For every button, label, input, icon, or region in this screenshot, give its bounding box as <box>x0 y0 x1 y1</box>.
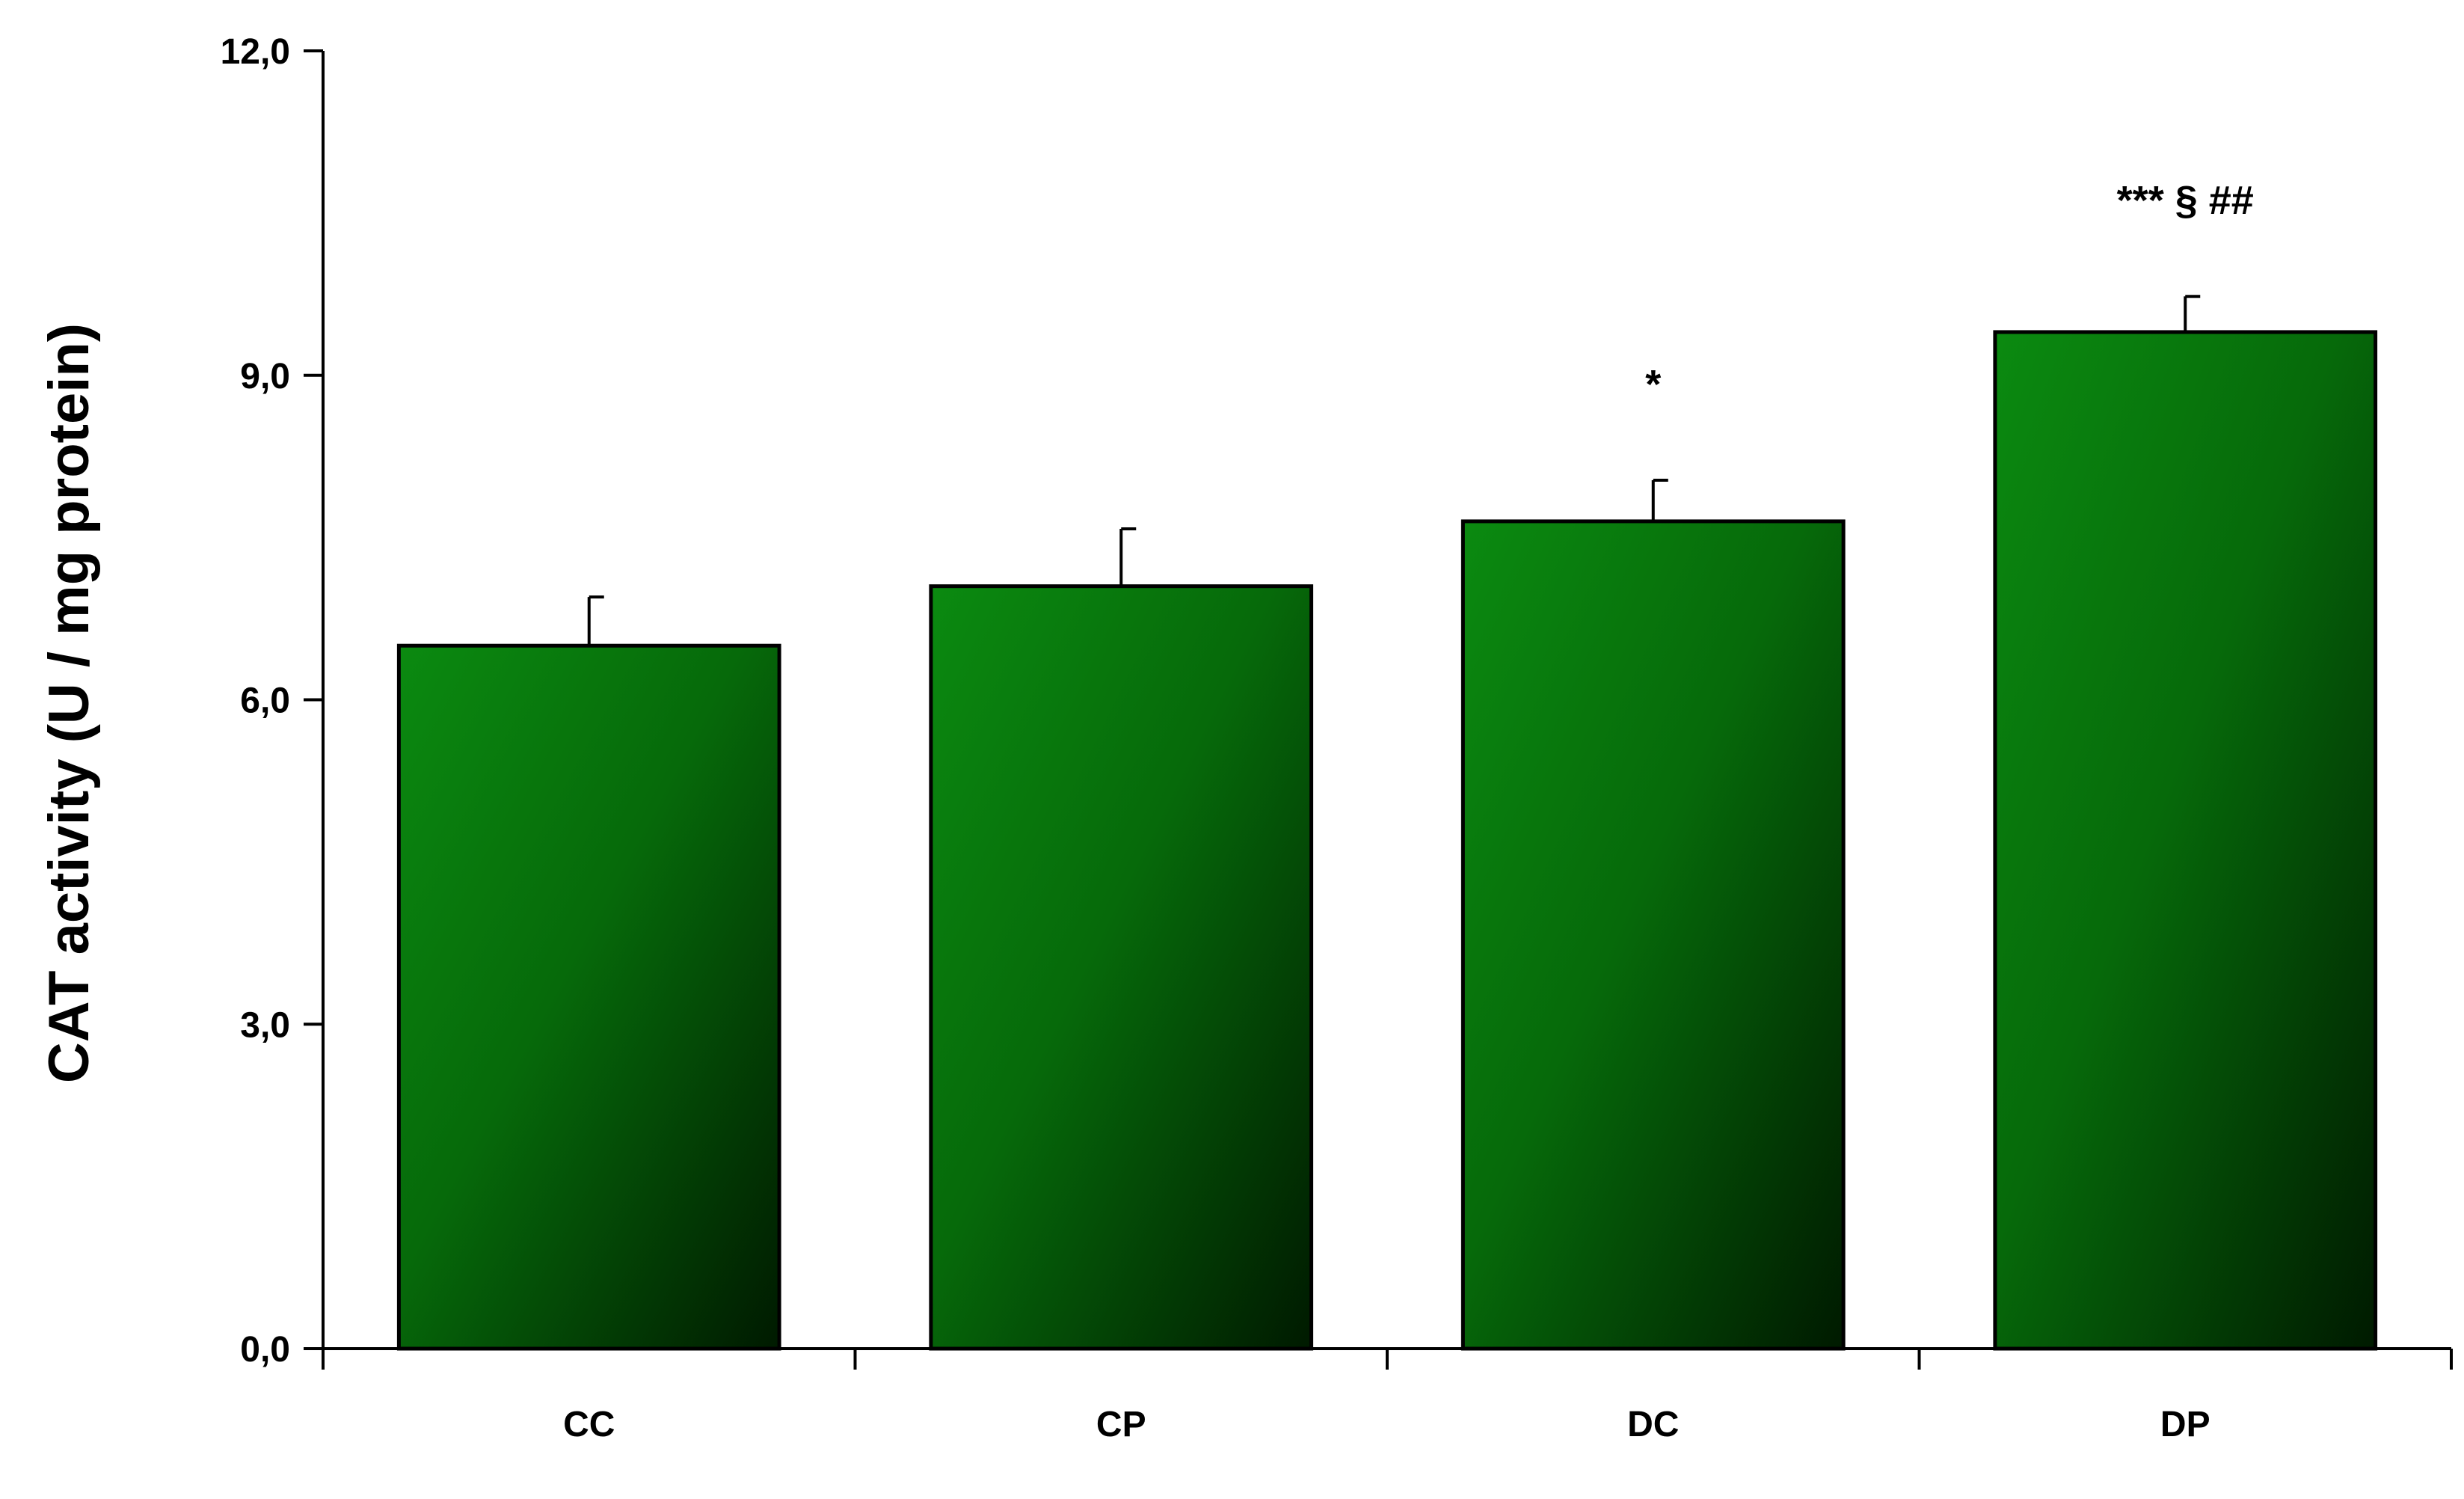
significance-annotation: *** § ## <box>2117 178 2254 223</box>
y-axis-title: CAT activity (U / mg protein) <box>37 323 101 1083</box>
y-tick-label: 6,0 <box>240 681 290 721</box>
y-tick-label: 3,0 <box>240 1005 290 1045</box>
bars <box>396 295 2378 1351</box>
y-tick-label: 9,0 <box>240 357 290 396</box>
significance-annotation: * <box>1645 362 1661 407</box>
bar-cp <box>929 584 1314 1351</box>
bar-dp <box>1993 330 2378 1351</box>
x-category-label: DC <box>1627 1405 1679 1444</box>
labels: 0,0 3,0 6,0 9,0 12,0 CC CP DC * DP *** § ## <box>221 32 2254 1444</box>
y-tick-label: 0,0 <box>240 1330 290 1370</box>
x-category-label: CP <box>1096 1405 1146 1444</box>
x-category-label: CC <box>563 1405 615 1444</box>
x-category-label: DP <box>2160 1405 2210 1444</box>
y-tick-label: 12,0 <box>221 32 290 72</box>
bar-dc <box>1460 519 1846 1351</box>
bar-cc <box>396 643 781 1351</box>
